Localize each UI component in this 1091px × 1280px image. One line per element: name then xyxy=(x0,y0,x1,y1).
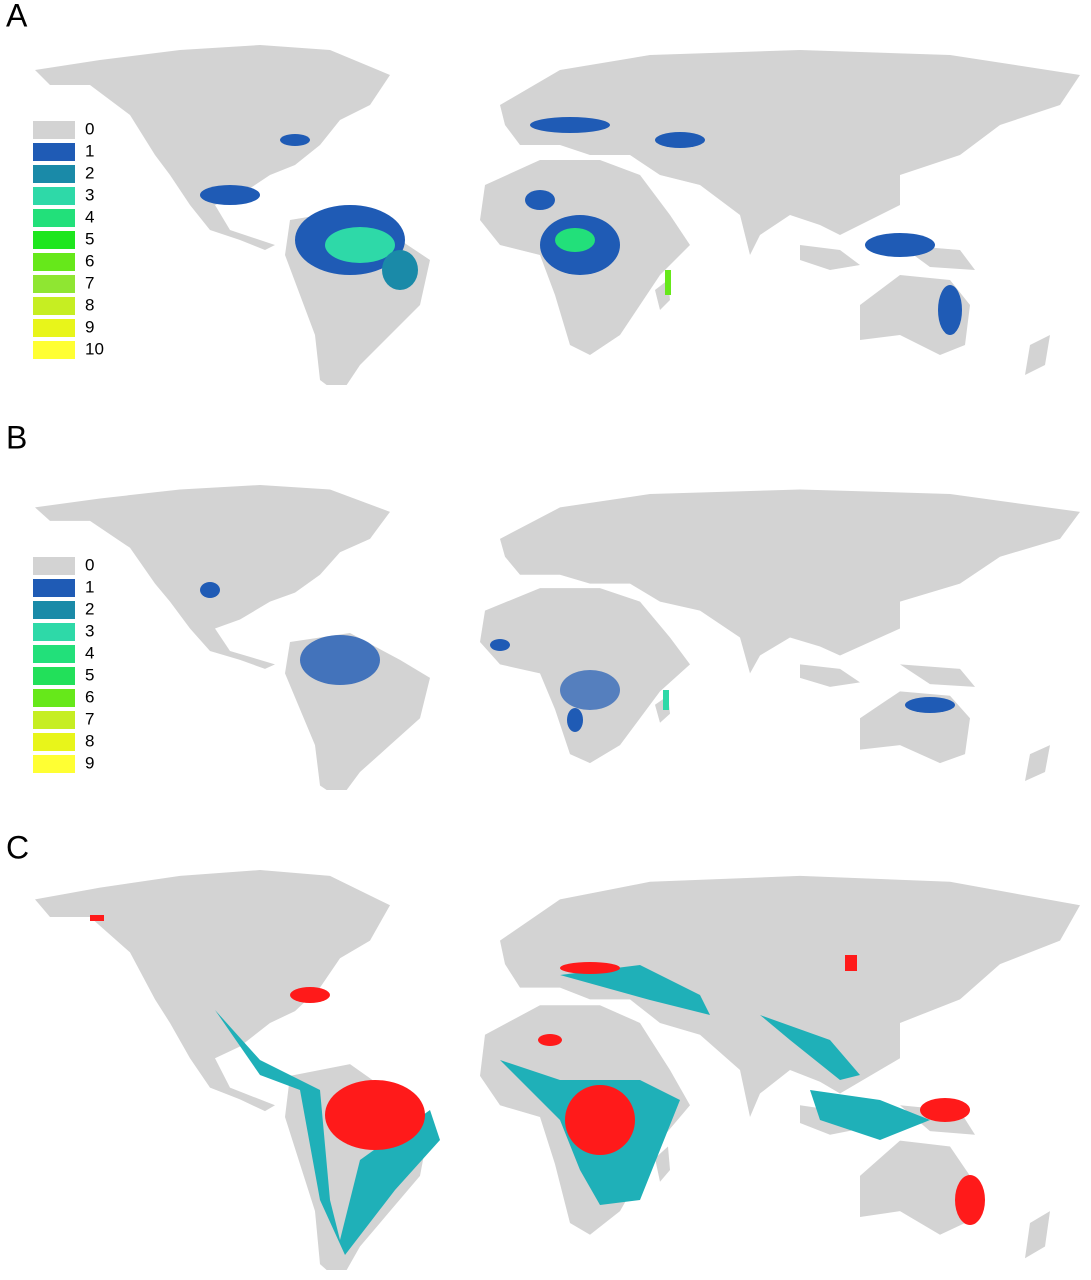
legend-swatch xyxy=(33,601,75,619)
legend-label: 3 xyxy=(85,185,94,204)
legend-swatch xyxy=(33,645,75,663)
legend-label: 9 xyxy=(85,317,94,336)
legend-label: 5 xyxy=(85,665,94,684)
legend-label: 8 xyxy=(85,295,94,314)
hotspots-c xyxy=(90,915,985,1255)
legend-label: 4 xyxy=(85,643,94,662)
legend-swatch xyxy=(33,275,75,293)
legend-label: 1 xyxy=(85,577,94,596)
map-a xyxy=(35,45,1080,385)
legend-label: 5 xyxy=(85,229,94,248)
legend-swatch xyxy=(33,557,75,575)
panel-label: A xyxy=(6,0,28,33)
legend-label: 9 xyxy=(85,753,94,772)
legend-label: 2 xyxy=(85,163,94,182)
legend-swatch xyxy=(33,165,75,183)
panel-label: B xyxy=(6,419,27,455)
map-c xyxy=(35,870,1080,1270)
legend-swatch xyxy=(33,143,75,161)
legend-label: 0 xyxy=(85,119,94,138)
legend-label: 2 xyxy=(85,599,94,618)
legend-swatch xyxy=(33,253,75,271)
legend-label: 0 xyxy=(85,555,94,574)
legend-swatch xyxy=(33,711,75,729)
legend-swatch xyxy=(33,667,75,685)
legend-label: 6 xyxy=(85,251,94,270)
legend-swatch xyxy=(33,755,75,773)
legend-label: 8 xyxy=(85,731,94,750)
legend-swatch xyxy=(33,231,75,249)
panel-label: C xyxy=(6,829,29,865)
legend-label: 7 xyxy=(85,709,94,728)
legend-swatch xyxy=(33,689,75,707)
legend-swatch xyxy=(33,733,75,751)
map-b xyxy=(35,485,1080,790)
legend-label: 6 xyxy=(85,687,94,706)
legend-label: 4 xyxy=(85,207,94,226)
legend-swatch xyxy=(33,121,75,139)
hotspots-a xyxy=(200,117,962,335)
hotspots-b xyxy=(200,582,955,732)
legend-swatch xyxy=(33,297,75,315)
legend-swatch xyxy=(33,341,75,359)
legend-swatch xyxy=(33,579,75,597)
legend-swatch xyxy=(33,623,75,641)
legend-swatch xyxy=(33,187,75,205)
legend-label: 1 xyxy=(85,141,94,160)
legend-label: 10 xyxy=(85,339,104,358)
legend-label: 7 xyxy=(85,273,94,292)
legend-swatch xyxy=(33,319,75,337)
legend-label: 3 xyxy=(85,621,94,640)
legend-swatch xyxy=(33,209,75,227)
